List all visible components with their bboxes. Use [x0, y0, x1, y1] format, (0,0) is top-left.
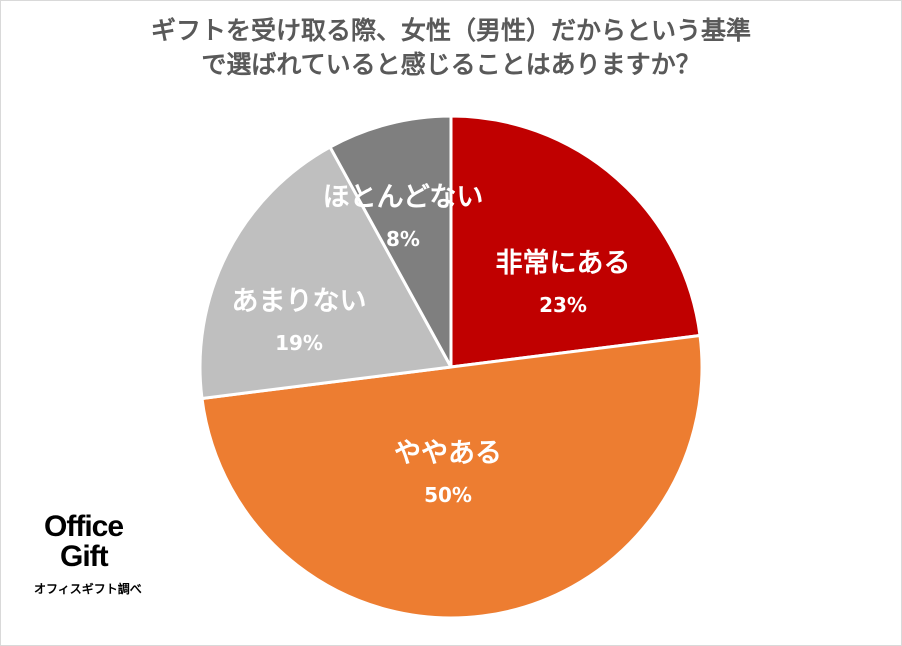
- slice-category-label-3: あまりない: [232, 286, 367, 317]
- source-credit: オフィスギフト調べ: [34, 582, 142, 596]
- pie-slice-2: [200, 334, 704, 620]
- office-gift-logo: Office Gift オフィスギフト調べ: [34, 510, 142, 597]
- slice-category-label-2: ややある: [394, 438, 502, 469]
- pie-slice-3: [198, 145, 453, 400]
- pie-slice-1: [449, 114, 702, 369]
- logo-line-gift: Gift: [60, 540, 109, 573]
- logo-line-office: Office: [44, 510, 124, 543]
- chart-title: ギフトを受け取る際、女性（男性）だからという基準 で選ばれていると感じることはあ…: [0, 14, 902, 82]
- pie-slice-4: [328, 114, 453, 369]
- slice-value-label-3: 19%: [275, 331, 323, 355]
- slice-value-label-4: 8%: [386, 227, 420, 251]
- chart-title-line-1: ギフトを受け取る際、女性（男性）だからという基準: [150, 16, 751, 45]
- slice-value-label-1: 23%: [539, 293, 587, 317]
- slice-category-label-1: 非常にある: [496, 248, 631, 279]
- slice-value-label-2: 50%: [424, 483, 472, 507]
- slice-category-label-4: ほとんどない: [323, 182, 484, 213]
- chart-title-line-2: で選ばれていると感じることはありますか？: [201, 50, 701, 79]
